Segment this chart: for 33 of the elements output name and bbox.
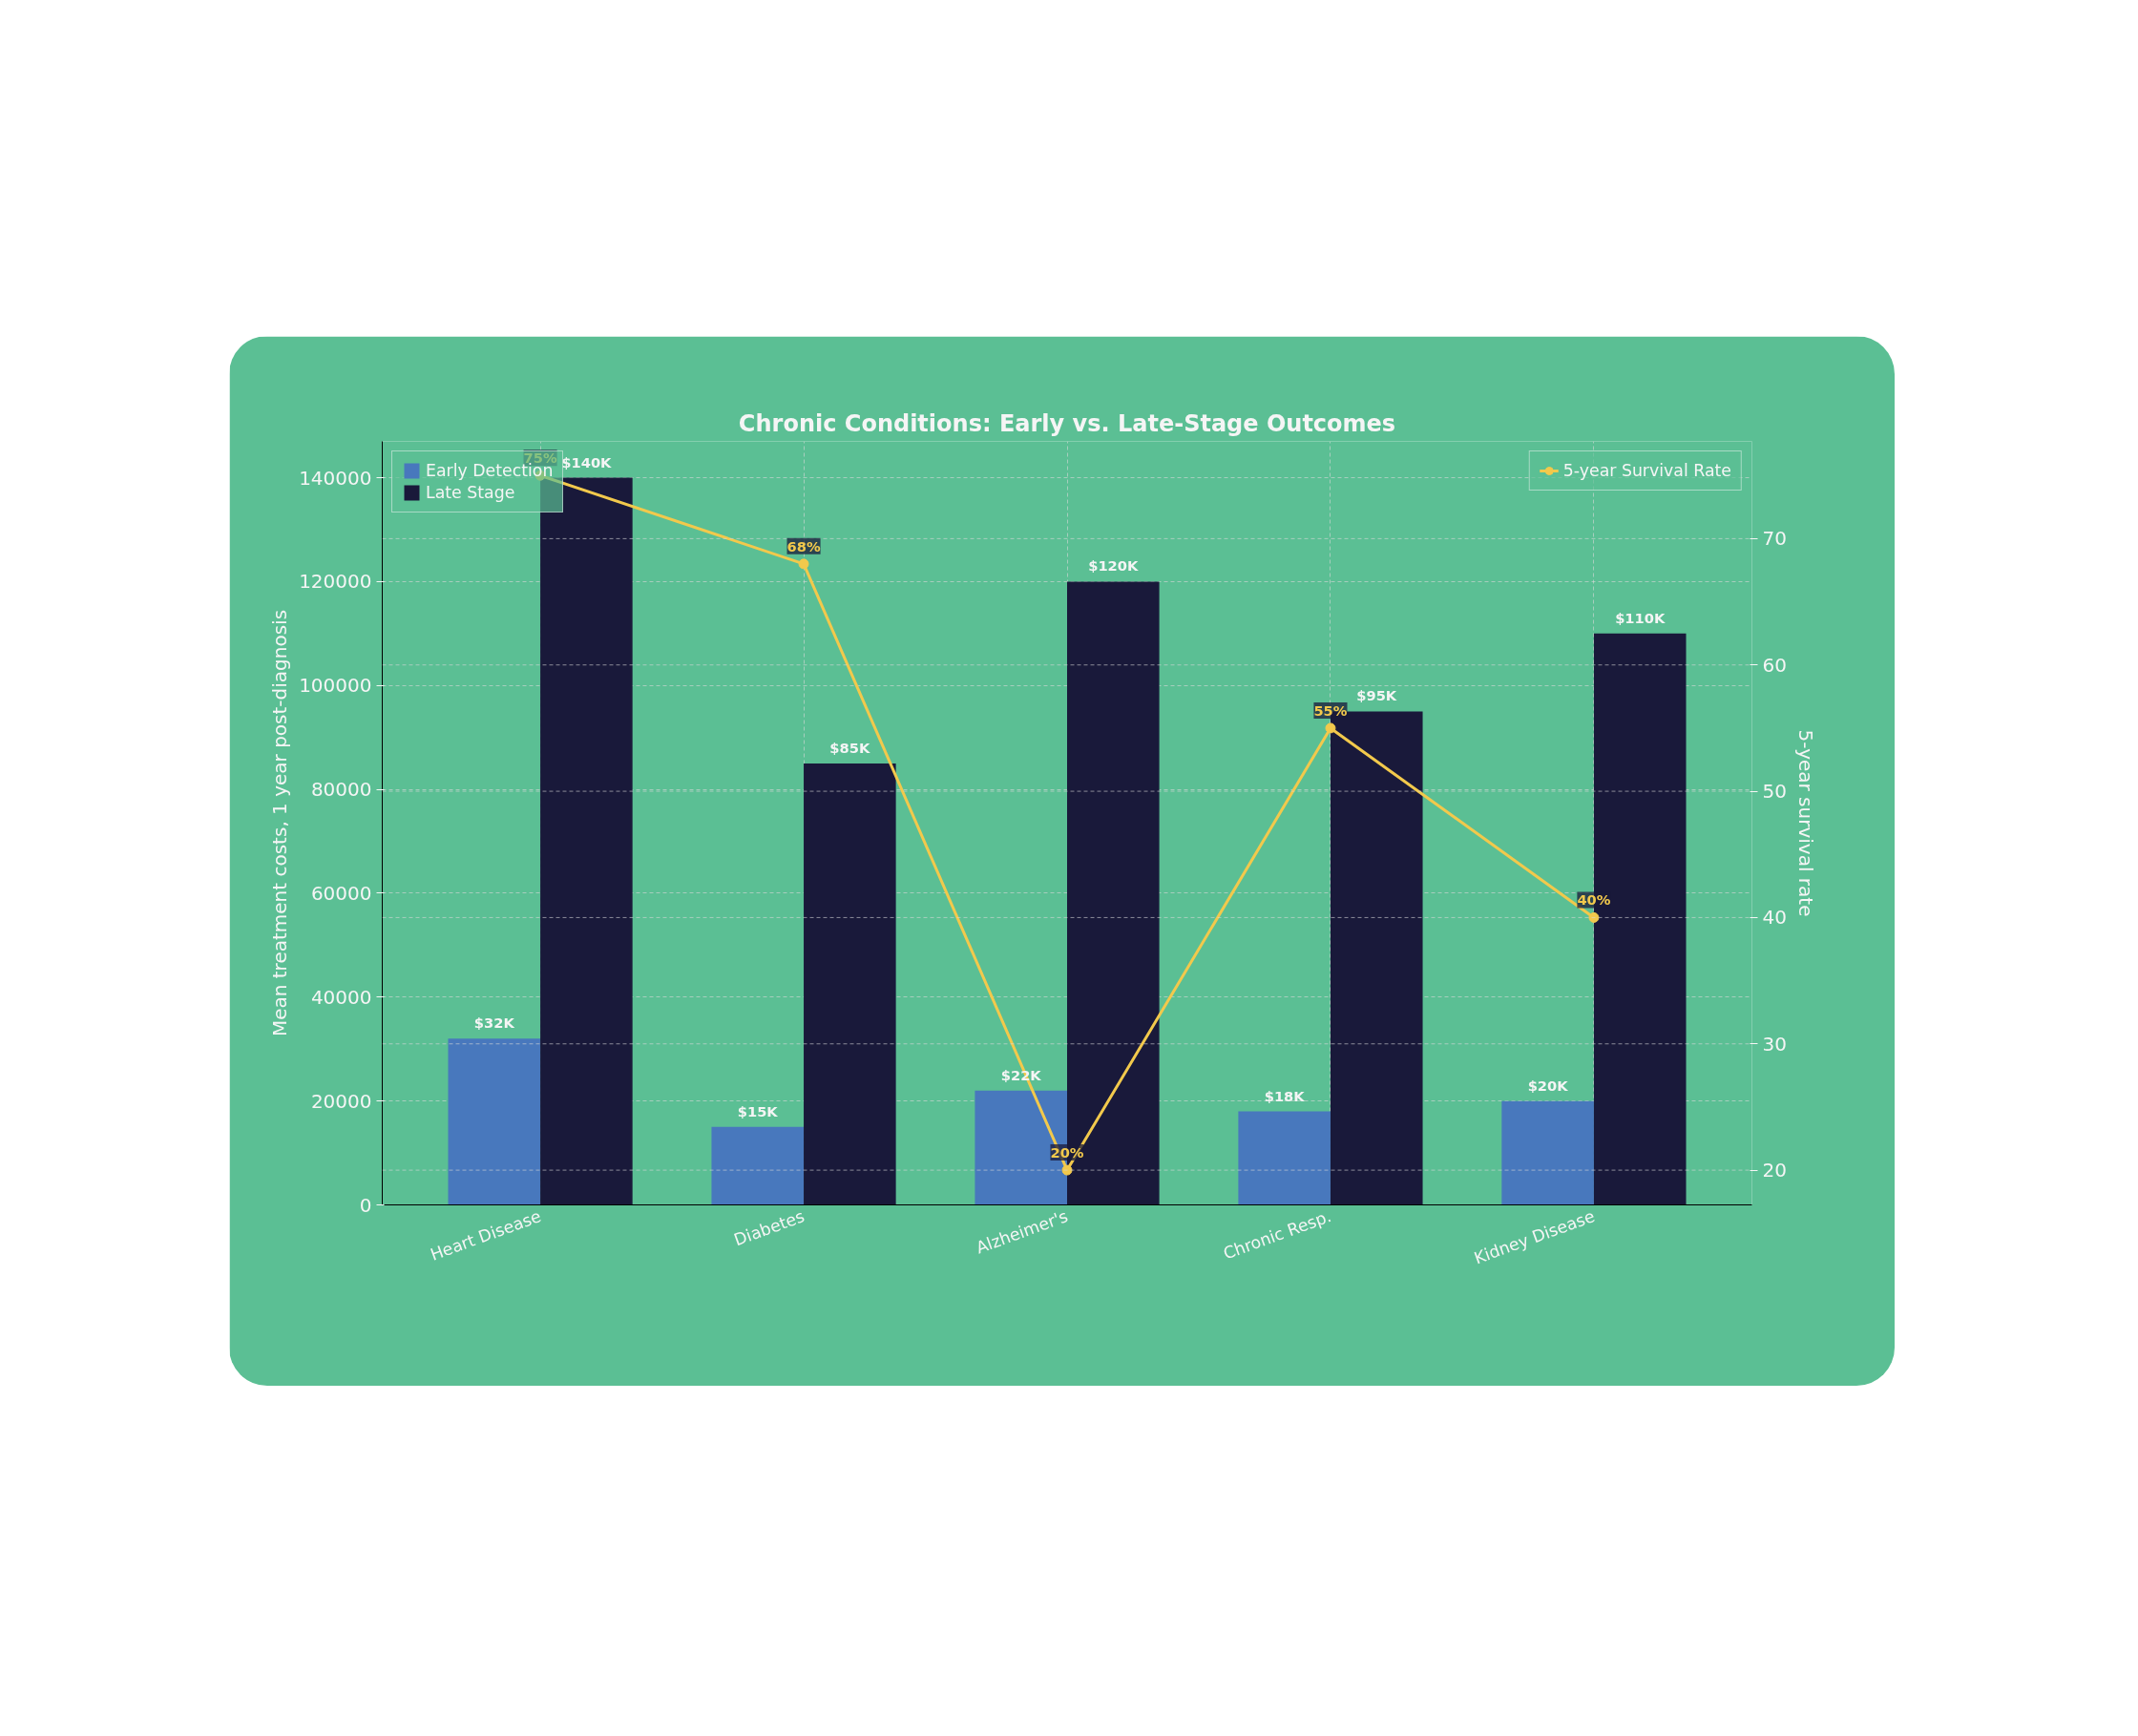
data-label: $20K (1527, 1077, 1569, 1094)
y2-tick-label: 60 (1762, 653, 1787, 677)
data-label: $120K (1088, 557, 1140, 575)
data-label: 20% (1050, 1144, 1084, 1161)
y-tick-label: 100000 (299, 674, 372, 698)
data-label: $140K (561, 453, 613, 471)
y-tick-label: 20000 (310, 1089, 372, 1113)
data-label: 68% (786, 537, 821, 554)
y-tick-label: 140000 (299, 466, 372, 490)
y-tick-label: 60000 (310, 881, 372, 905)
legend-label: 5-year Survival Rate (1562, 461, 1731, 480)
data-label: 40% (1577, 891, 1611, 909)
y-tick-label: 80000 (310, 778, 372, 802)
y-tick-label: 120000 (299, 570, 372, 594)
data-label: $110K (1615, 609, 1666, 626)
y-tick-label: 40000 (310, 985, 372, 1009)
y-axis-title: Mean treatment costs, 1 year post-diagnosis (268, 609, 292, 1037)
y2-tick-label: 20 (1762, 1159, 1787, 1182)
x-tick-label: Chronic Resp. (1221, 1206, 1334, 1264)
data-label: $32K (473, 1014, 515, 1032)
y2-tick-label: 40 (1762, 906, 1787, 930)
y2-axis-title: 5-year survival rate (1793, 729, 1817, 917)
y-tick-label: 0 (359, 1193, 372, 1217)
data-label: $95K (1356, 687, 1397, 704)
data-label: $85K (829, 739, 870, 756)
data-label: $15K (737, 1102, 779, 1119)
chart-title: Chronic Conditions: Early vs. Late-Stage Outcomes (738, 409, 1396, 437)
data-label: $18K (1264, 1087, 1306, 1104)
y2-tick-label: 30 (1762, 1032, 1787, 1056)
legend-label: Late Stage (426, 483, 515, 502)
y2-tick-label: 70 (1762, 527, 1787, 551)
data-label: 55% (1313, 701, 1348, 719)
y2-tick-label: 50 (1762, 780, 1787, 804)
